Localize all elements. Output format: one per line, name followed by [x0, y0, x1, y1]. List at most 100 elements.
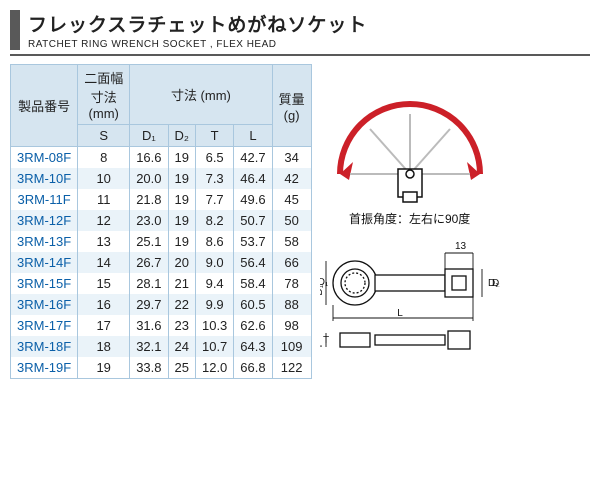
cell-L: 50.7 — [234, 210, 272, 231]
cell-S: 12 — [78, 210, 130, 231]
diagram-panel: 首振角度：左右に90度 — [320, 64, 500, 379]
col-D2: D₂ — [168, 125, 195, 147]
cell-D2: 19 — [168, 231, 195, 252]
cell-D1: 25.1 — [130, 231, 168, 252]
cell-D1: 32.1 — [130, 336, 168, 357]
cell-mass: 66 — [272, 252, 311, 273]
cell-mass: 45 — [272, 189, 311, 210]
swing-arc-icon — [325, 84, 495, 204]
dim-T-label: T — [323, 335, 329, 346]
cell-T: 6.5 — [195, 147, 233, 169]
cell-D2: 21 — [168, 273, 195, 294]
cell-D1: 26.7 — [130, 252, 168, 273]
cell-T: 9.9 — [195, 294, 233, 315]
cell-T: 7.3 — [195, 168, 233, 189]
col-S: S — [78, 125, 130, 147]
cell-S: 19 — [78, 357, 130, 379]
cell-D1: 21.8 — [130, 189, 168, 210]
cell-part: 3RM-12F — [11, 210, 78, 231]
cell-part: 3RM-19F — [11, 357, 78, 379]
col-L: L — [234, 125, 272, 147]
cell-part: 3RM-08F — [11, 147, 78, 169]
cell-mass: 42 — [272, 168, 311, 189]
cell-D1: 20.0 — [130, 168, 168, 189]
cell-part: 3RM-13F — [11, 231, 78, 252]
cell-D1: 31.6 — [130, 315, 168, 336]
cell-L: 62.6 — [234, 315, 272, 336]
cell-mass: 50 — [272, 210, 311, 231]
cell-mass: 122 — [272, 357, 311, 379]
cell-mass: 88 — [272, 294, 311, 315]
cell-S: 11 — [78, 189, 130, 210]
cell-D2: 23 — [168, 315, 195, 336]
col-T: T — [195, 125, 233, 147]
table-row: 3RM-13F1325.1198.653.758 — [11, 231, 312, 252]
cell-L: 66.8 — [234, 357, 272, 379]
cell-D1: 23.0 — [130, 210, 168, 231]
divider — [10, 54, 590, 56]
col-dims: 寸法 (mm) — [130, 65, 272, 125]
table-row: 3RM-16F1629.7229.960.588 — [11, 294, 312, 315]
cell-T: 12.0 — [195, 357, 233, 379]
title-english: RATCHET RING WRENCH SOCKET , FLEX HEAD — [28, 39, 590, 50]
cell-mass: 58 — [272, 231, 311, 252]
dim-D1-label: D₁ — [320, 277, 329, 288]
cell-mass: 78 — [272, 273, 311, 294]
table-row: 3RM-10F1020.0197.346.442 — [11, 168, 312, 189]
cell-L: 56.4 — [234, 252, 272, 273]
cell-S: 8 — [78, 147, 130, 169]
cell-part: 3RM-17F — [11, 315, 78, 336]
cell-D2: 22 — [168, 294, 195, 315]
cell-S: 17 — [78, 315, 130, 336]
cell-S: 14 — [78, 252, 130, 273]
cell-D2: 20 — [168, 252, 195, 273]
cell-T: 8.2 — [195, 210, 233, 231]
title-japanese: フレックスラチェットめがねソケット — [28, 10, 590, 37]
table-row: 3RM-17F1731.62310.362.698 — [11, 315, 312, 336]
cell-D2: 19 — [168, 168, 195, 189]
cell-D2: 24 — [168, 336, 195, 357]
cell-T: 10.3 — [195, 315, 233, 336]
cell-part: 3RM-18F — [11, 336, 78, 357]
cell-D2: 19 — [168, 210, 195, 231]
cell-mass: 34 — [272, 147, 311, 169]
cell-T: 7.7 — [195, 189, 233, 210]
dim-13: 13 — [455, 241, 467, 252]
cell-L: 58.4 — [234, 273, 272, 294]
swing-angle-label: 首振角度：左右に90度 — [349, 210, 470, 227]
col-mass: 質量 (g) — [272, 65, 311, 147]
cell-D2: 19 — [168, 147, 195, 169]
cell-part: 3RM-11F — [11, 189, 78, 210]
cell-T: 9.4 — [195, 273, 233, 294]
cell-mass: 98 — [272, 315, 311, 336]
cell-part: 3RM-10F — [11, 168, 78, 189]
table-row: 3RM-12F1223.0198.250.750 — [11, 210, 312, 231]
cell-D1: 16.6 — [130, 147, 168, 169]
cell-S: 13 — [78, 231, 130, 252]
col-D1: D₁ — [130, 125, 168, 147]
cell-part: 3RM-16F — [11, 294, 78, 315]
col-width: 二面幅 寸法 (mm) — [78, 65, 130, 125]
cell-D2: 19 — [168, 189, 195, 210]
dim-L: L — [397, 308, 403, 319]
dim-D2-label: D₂ — [488, 278, 499, 289]
cell-T: 8.6 — [195, 231, 233, 252]
cell-L: 60.5 — [234, 294, 272, 315]
cell-T: 9.0 — [195, 252, 233, 273]
cell-L: 53.7 — [234, 231, 272, 252]
table-row: 3RM-19F1933.82512.066.8122 — [11, 357, 312, 379]
col-part: 製品番号 — [11, 65, 78, 147]
spec-table: 製品番号 二面幅 寸法 (mm) 寸法 (mm) 質量 (g) S D₁ D₂ … — [10, 64, 312, 379]
cell-D1: 28.1 — [130, 273, 168, 294]
table-row: 3RM-15F1528.1219.458.478 — [11, 273, 312, 294]
cell-L: 64.3 — [234, 336, 272, 357]
table-row: 3RM-11F1121.8197.749.645 — [11, 189, 312, 210]
cell-D2: 25 — [168, 357, 195, 379]
dimension-drawing-icon: L D₁ D₂ 13 T D₁ D₂ T — [320, 233, 500, 363]
table-row: 3RM-14F1426.7209.056.466 — [11, 252, 312, 273]
cell-T: 10.7 — [195, 336, 233, 357]
cell-L: 46.4 — [234, 168, 272, 189]
title-block: フレックスラチェットめがねソケット RATCHET RING WRENCH SO… — [10, 10, 590, 50]
cell-mass: 109 — [272, 336, 311, 357]
cell-D1: 33.8 — [130, 357, 168, 379]
